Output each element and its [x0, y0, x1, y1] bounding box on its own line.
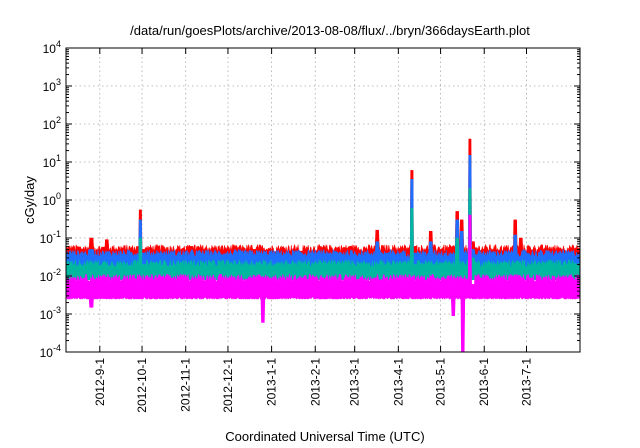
y-tick-base: 10	[43, 194, 57, 208]
y-tick-base: 10	[43, 42, 57, 56]
series-trace-4	[65, 214, 580, 353]
x-tick-label: 2012-12-1	[221, 358, 235, 413]
y-tick-label: 102	[43, 115, 61, 132]
series-trace-1	[65, 138, 580, 264]
y-tick-label: 10-4	[40, 343, 61, 360]
y-tick-exponent: -2	[53, 267, 61, 277]
y-tick-base: 10	[40, 270, 54, 284]
y-tick-label: 100	[43, 191, 61, 208]
y-tick-base: 10	[43, 80, 57, 94]
x-tick-label: 2013-4-1	[391, 358, 405, 406]
x-axis-label: Coordinated Universal Time (UTC)	[225, 429, 424, 444]
y-tick-label: 101	[43, 153, 61, 170]
x-tick-label: 2013-1-1	[265, 358, 279, 406]
x-tick-label: 2013-2-1	[308, 358, 322, 406]
x-tick-label: 2012-9-1	[93, 358, 107, 406]
y-tick-label: 103	[43, 77, 61, 94]
y-axis-label: cGy/day	[22, 176, 37, 224]
y-tick-exponent: -1	[53, 229, 61, 239]
y-tick-exponent: -3	[53, 305, 61, 315]
y-tick-label: 104	[43, 39, 61, 56]
x-tick-label: 2013-3-1	[348, 358, 362, 406]
y-tick-label: 10-2	[40, 267, 61, 284]
grid	[66, 48, 580, 352]
y-tick-base: 10	[40, 346, 54, 360]
y-tick-base: 10	[43, 118, 57, 132]
x-tick-label: 2012-11-1	[179, 358, 193, 412]
y-tick-exponent: -4	[53, 343, 61, 353]
y-tick-base: 10	[40, 308, 54, 322]
y-tick-exponent: 2	[56, 115, 61, 125]
x-tick-label: 2013-5-1	[434, 358, 448, 406]
x-tick-label: 2012-10-1	[135, 358, 149, 413]
y-tick-label: 10-3	[40, 305, 61, 322]
y-tick-exponent: 4	[56, 39, 61, 49]
y-tick-base: 10	[40, 232, 54, 246]
series-group	[65, 138, 580, 353]
x-tick-label: 2013-7-1	[519, 358, 533, 406]
y-tick-exponent: 3	[56, 77, 61, 87]
y-tick-base: 10	[43, 156, 57, 170]
x-axis: 2012-9-1 2012-10-1 2012-11-1 2012-12-1 2013-…	[93, 48, 533, 413]
y-tick-exponent: 1	[56, 153, 61, 163]
y-tick-label: 10-1	[40, 229, 61, 246]
y-tick-exponent: 0	[56, 191, 61, 201]
x-tick-label: 2013-6-1	[477, 358, 491, 406]
chart-title: /data/run/goesPlots/archive/2013-08-08/f…	[130, 23, 530, 38]
